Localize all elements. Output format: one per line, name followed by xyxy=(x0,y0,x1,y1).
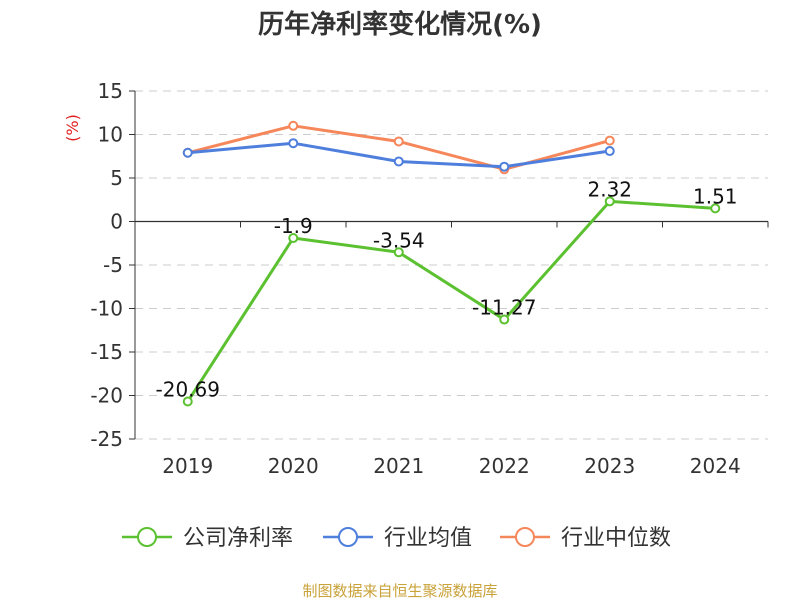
legend-item[interactable]: 行业中位数 xyxy=(500,526,671,551)
y-tick-label: -20 xyxy=(90,384,123,408)
series-group xyxy=(182,120,721,407)
data-point[interactable] xyxy=(182,147,193,158)
y-tick-label: -25 xyxy=(90,427,123,451)
data-point[interactable] xyxy=(604,196,615,207)
y-tick-label: -15 xyxy=(90,340,123,364)
data-label: -20.69 xyxy=(156,378,220,402)
y-tick-label: 10 xyxy=(98,123,123,147)
data-point[interactable] xyxy=(604,135,615,146)
y-axis-unit: (%) xyxy=(63,114,82,142)
y-tick-label: -5 xyxy=(103,253,123,277)
data-point[interactable] xyxy=(499,161,510,172)
legend-label: 公司净利率 xyxy=(183,526,293,551)
legend-marker xyxy=(515,527,535,547)
y-axis-ticks: 15 10 5 0 -5 -10 -15 -20 -25 xyxy=(90,79,136,451)
data-label: -11.27 xyxy=(472,296,536,320)
data-point[interactable] xyxy=(393,136,404,147)
legend-item[interactable]: 行业均值 xyxy=(323,526,472,551)
data-point[interactable] xyxy=(288,233,299,244)
chart-title: 历年净利率变化情况(%) xyxy=(258,9,542,40)
x-tick-label: 2023 xyxy=(584,454,635,478)
legend[interactable]: 公司净利率 行业均值 行业中位数 xyxy=(122,526,671,551)
series-line xyxy=(186,199,716,403)
data-label: -3.54 xyxy=(373,228,425,252)
y-tick-label: 5 xyxy=(110,166,123,190)
data-point[interactable] xyxy=(499,314,510,325)
y-tick-label: 0 xyxy=(110,210,123,234)
y-tick-label: 15 xyxy=(98,79,123,103)
data-point[interactable] xyxy=(393,156,404,167)
x-tick-label: 2022 xyxy=(479,454,530,478)
data-point[interactable] xyxy=(710,203,721,214)
legend-item[interactable]: 公司净利率 xyxy=(122,526,293,551)
data-labels: -20.69 -1.9 -3.54 -11.27 2.32 1.51 xyxy=(156,177,738,401)
data-label: -1.9 xyxy=(274,214,313,238)
data-point[interactable] xyxy=(604,146,615,157)
x-axis: 2019 2020 2021 2022 2023 2024 xyxy=(134,220,769,478)
x-tick-label: 2020 xyxy=(268,454,319,478)
grid-lines xyxy=(135,90,768,440)
legend-label: 行业中位数 xyxy=(561,526,671,551)
legend-marker xyxy=(137,527,157,547)
data-point[interactable] xyxy=(182,396,193,407)
legend-marker xyxy=(338,527,358,547)
data-point[interactable] xyxy=(288,120,299,131)
x-tick-label: 2019 xyxy=(162,454,213,478)
data-point[interactable] xyxy=(393,247,404,258)
y-tick-label: -10 xyxy=(90,297,123,321)
legend-label: 行业均值 xyxy=(384,526,472,551)
x-tick-label: 2021 xyxy=(373,454,424,478)
source-note: 制图数据来自恒生聚源数据库 xyxy=(302,582,497,600)
data-point[interactable] xyxy=(288,138,299,149)
x-tick-label: 2024 xyxy=(690,454,741,478)
data-label: 2.32 xyxy=(587,177,632,201)
data-label: 1.51 xyxy=(693,184,738,208)
